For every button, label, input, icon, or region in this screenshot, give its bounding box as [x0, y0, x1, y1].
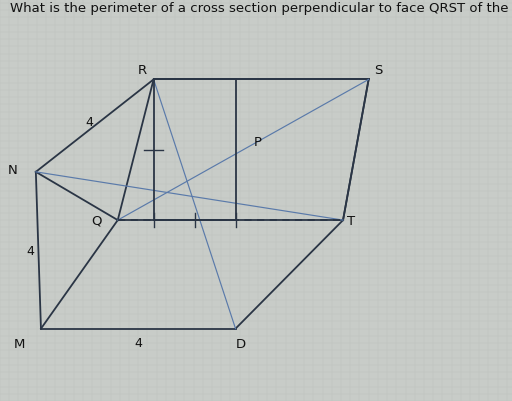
Text: N: N — [8, 164, 18, 177]
Text: T: T — [347, 214, 355, 227]
Text: Q: Q — [91, 214, 101, 227]
Text: 4: 4 — [86, 116, 94, 129]
Text: P: P — [253, 136, 262, 149]
Text: 4: 4 — [27, 244, 35, 257]
Text: 4: 4 — [134, 336, 142, 349]
Text: D: D — [236, 338, 246, 350]
Text: R: R — [138, 64, 147, 77]
Text: M: M — [14, 338, 25, 350]
Text: S: S — [374, 64, 382, 77]
Text: What is the perimeter of a cross section perpendicular to face QRST of the cube : What is the perimeter of a cross section… — [10, 2, 512, 15]
